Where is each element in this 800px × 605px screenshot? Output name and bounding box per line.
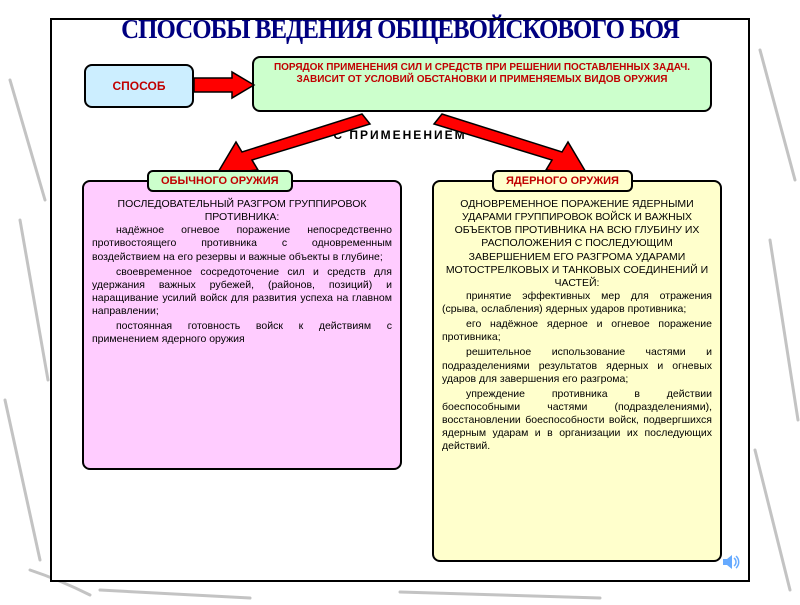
conventional-pill: ОБЫЧНОГО ОРУЖИЯ [147,170,293,192]
poryadok-line2: ЗАВИСИТ ОТ УСЛОВИЙ ОБСТАНОВКИ И ПРИМЕНЯЕ… [264,74,700,86]
poryadok-box: ПОРЯДОК ПРИМЕНЕНИЯ СИЛ И СРЕДСТВ ПРИ РЕШ… [252,56,712,112]
right-p1: принятие эффективных мер для отражения (… [442,290,712,316]
right-p3: решительное использование частями и подр… [442,346,712,385]
nuclear-pill: ЯДЕРНОГО ОРУЖИЯ [492,170,633,192]
right-p4: упреждение противника в действии боеспос… [442,388,712,454]
page-title: СПОСОБЫ ВЕДЕНИЯ ОБЩЕВОЙСКОВОГО БОЯ [80,14,720,45]
left-p3: постоянная готовность войск к действиям … [92,320,392,346]
right-p2: его надёжное ядерное и огневое поражение… [442,318,712,344]
poryadok-line1: ПОРЯДОК ПРИМЕНЕНИЯ СИЛ И СРЕДСТВ ПРИ РЕШ… [264,62,700,74]
main-panel: СПОСОБЫ ВЕДЕНИЯ ОБЩЕВОЙСКОВОГО БОЯ СПОСО… [50,18,750,582]
left-p1: надёжное огневое поражение непосредствен… [92,224,392,263]
left-header: ПОСЛЕДОВАТЕЛЬНЫЙ РАЗГРОМ ГРУППИРОВОК ПРО… [92,198,392,224]
left-p2: своевременное сосредоточение сил и средс… [92,266,392,319]
right-header: ОДНОВРЕМЕННОЕ ПОРАЖЕНИЕ ЯДЕРНЫМИ УДАРАМИ… [442,198,712,290]
conventional-weapons-box: ПОСЛЕДОВАТЕЛЬНЫЙ РАЗГРОМ ГРУППИРОВОК ПРО… [82,180,402,470]
center-label: С ПРИМЕНЕНИЕМ [52,128,748,142]
sposob-box: СПОСОБ [84,64,194,108]
sound-icon[interactable] [720,552,740,572]
nuclear-weapons-box: ОДНОВРЕМЕННОЕ ПОРАЖЕНИЕ ЯДЕРНЫМИ УДАРАМИ… [432,180,722,562]
sposob-label: СПОСОБ [113,79,166,93]
arrow-right-icon [192,70,256,100]
